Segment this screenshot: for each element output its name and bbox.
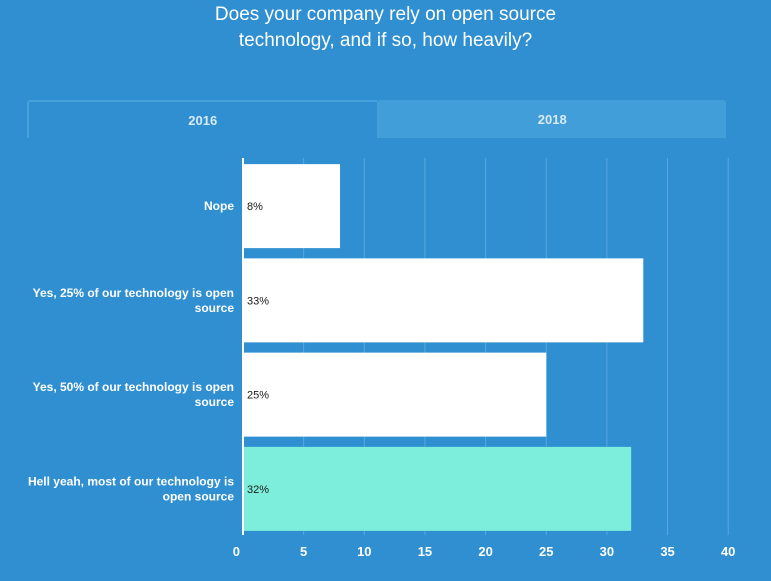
category-label-3-line-1: open source — [163, 489, 235, 503]
category-label-3: Hell yeah, most of our technology is open… — [28, 474, 234, 503]
bar-0 — [243, 164, 341, 249]
chart-title-line-2: technology, and if so, how heavily? — [238, 30, 533, 51]
data-label-0: 8% — [247, 201, 263, 213]
category-label-0: Nope — [204, 199, 234, 213]
bar-1 — [243, 258, 644, 343]
data-label-1: 33% — [247, 295, 269, 307]
category-label-2-line-1: source — [195, 395, 235, 409]
category-label-1-line-0: Yes, 25% of our technology is open — [33, 286, 234, 300]
category-label-1: Yes, 25% of our technology is open source — [33, 286, 235, 315]
tick-label-10: 10 — [357, 544, 371, 559]
data-label-2: 25% — [247, 390, 269, 402]
tab-2016[interactable]: 2016 — [27, 100, 379, 138]
year-tabs: 2016 2018 — [27, 100, 726, 138]
category-label-1-line-1: source — [195, 301, 235, 315]
category-label-3-line-0: Hell yeah, most of our technology is — [28, 474, 234, 488]
bar-2 — [243, 352, 547, 437]
tick-label-35: 35 — [660, 544, 674, 559]
chart-title-line-1: Does your company rely on open source — [214, 4, 557, 25]
category-label-0-line-0: Nope — [204, 199, 234, 213]
chart-title: Does your company rely on open source te… — [0, 2, 771, 54]
data-label-3: 32% — [247, 484, 269, 496]
tick-label-15: 15 — [418, 544, 432, 559]
tick-label-40: 40 — [721, 544, 735, 559]
tick-label-5: 5 — [300, 544, 307, 559]
tick-label-30: 30 — [600, 544, 614, 559]
category-label-2-line-0: Yes, 50% of our technology is open — [33, 380, 234, 394]
tick-label-25: 25 — [539, 544, 553, 559]
tick-label-0: 0 — [233, 544, 240, 559]
tick-label-20: 20 — [478, 544, 492, 559]
tab-2018[interactable]: 2018 — [378, 100, 726, 138]
category-label-2: Yes, 50% of our technology is open source — [33, 380, 235, 409]
bar-3 — [243, 446, 632, 531]
